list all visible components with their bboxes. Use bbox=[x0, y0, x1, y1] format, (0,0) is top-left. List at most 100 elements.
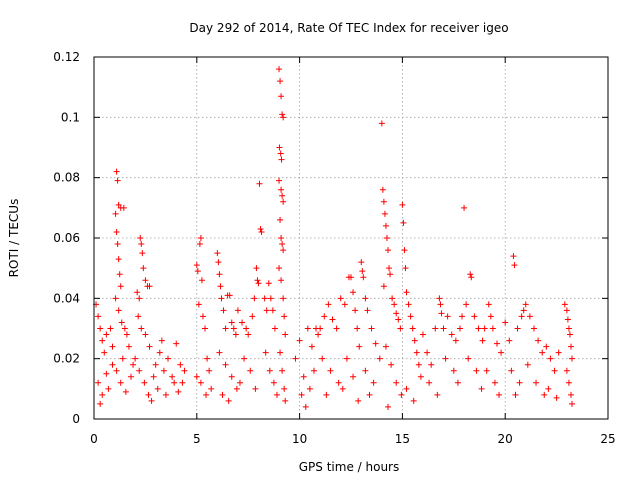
data-point bbox=[511, 262, 518, 269]
x-tick-label: 5 bbox=[193, 432, 201, 446]
data-point bbox=[278, 186, 285, 193]
data-point bbox=[454, 379, 461, 386]
data-point bbox=[362, 367, 369, 374]
data-point bbox=[306, 385, 313, 392]
data-point bbox=[253, 265, 260, 272]
data-point bbox=[567, 391, 574, 398]
data-point bbox=[388, 361, 395, 368]
data-point bbox=[395, 316, 402, 323]
data-point bbox=[471, 313, 478, 320]
data-point bbox=[350, 289, 357, 296]
data-point bbox=[278, 277, 285, 284]
data-point bbox=[512, 391, 519, 398]
data-point bbox=[136, 295, 143, 302]
data-point bbox=[236, 379, 243, 386]
data-point bbox=[364, 307, 371, 314]
data-point bbox=[448, 331, 455, 338]
data-point bbox=[317, 325, 324, 332]
data-point bbox=[281, 385, 288, 392]
data-point bbox=[489, 325, 496, 332]
data-point bbox=[280, 247, 287, 254]
data-point bbox=[241, 355, 248, 362]
data-point bbox=[208, 385, 215, 392]
data-point bbox=[107, 325, 114, 332]
data-point bbox=[196, 241, 203, 248]
data-point bbox=[359, 268, 366, 275]
data-point bbox=[333, 325, 340, 332]
data-point bbox=[270, 379, 277, 386]
data-point bbox=[473, 367, 480, 374]
data-point bbox=[341, 301, 348, 308]
data-point bbox=[304, 325, 311, 332]
data-point bbox=[386, 265, 393, 272]
data-point bbox=[300, 373, 307, 380]
data-point bbox=[203, 391, 210, 398]
data-point bbox=[481, 325, 488, 332]
data-point bbox=[279, 111, 286, 118]
data-point bbox=[249, 313, 256, 320]
data-point bbox=[393, 310, 400, 317]
data-point bbox=[230, 325, 237, 332]
data-point bbox=[356, 343, 363, 350]
data-point bbox=[526, 313, 533, 320]
data-point bbox=[463, 301, 470, 308]
data-point bbox=[132, 355, 139, 362]
data-point bbox=[140, 265, 147, 272]
data-point bbox=[277, 78, 284, 85]
data-point bbox=[114, 177, 121, 184]
data-point bbox=[99, 391, 106, 398]
data-point bbox=[154, 385, 161, 392]
data-point bbox=[551, 367, 558, 374]
data-point bbox=[380, 198, 387, 205]
data-point bbox=[323, 391, 330, 398]
x-tick-label: 25 bbox=[600, 432, 615, 446]
data-point bbox=[567, 343, 574, 350]
data-point bbox=[109, 343, 116, 350]
data-point bbox=[113, 168, 120, 175]
data-point bbox=[428, 361, 435, 368]
data-point bbox=[543, 343, 550, 350]
data-point bbox=[350, 373, 357, 380]
data-point bbox=[382, 222, 389, 229]
data-point bbox=[400, 219, 407, 226]
data-point bbox=[279, 241, 286, 248]
data-point bbox=[156, 349, 163, 356]
data-point bbox=[381, 210, 388, 217]
data-point bbox=[122, 388, 129, 395]
data-point bbox=[343, 355, 350, 362]
x-tick-label: 15 bbox=[395, 432, 410, 446]
data-point bbox=[518, 313, 525, 320]
data-point bbox=[442, 355, 449, 362]
data-point bbox=[233, 385, 240, 392]
data-point bbox=[243, 325, 250, 332]
data-point bbox=[410, 397, 417, 404]
data-point bbox=[565, 379, 572, 386]
data-point bbox=[222, 361, 229, 368]
data-point bbox=[197, 235, 204, 241]
data-point bbox=[319, 355, 326, 362]
data-point bbox=[146, 283, 153, 290]
data-point bbox=[146, 343, 153, 350]
data-point bbox=[280, 198, 287, 205]
data-point bbox=[282, 331, 289, 338]
data-point bbox=[419, 331, 426, 338]
data-point bbox=[280, 295, 287, 302]
data-point bbox=[459, 313, 466, 320]
data-point bbox=[138, 325, 145, 332]
data-point bbox=[218, 295, 225, 302]
y-tick-label: 0.02 bbox=[53, 352, 80, 366]
data-point bbox=[281, 313, 288, 320]
data-point bbox=[339, 385, 346, 392]
data-point bbox=[215, 259, 222, 266]
data-point bbox=[479, 337, 486, 344]
data-point bbox=[115, 307, 122, 314]
data-point bbox=[99, 337, 106, 344]
data-point bbox=[251, 295, 258, 302]
data-point bbox=[115, 201, 122, 208]
data-point bbox=[516, 379, 523, 386]
data-point bbox=[382, 343, 389, 350]
data-point bbox=[276, 66, 283, 73]
data-point bbox=[385, 403, 392, 410]
data-point bbox=[135, 313, 142, 320]
data-point bbox=[160, 367, 167, 374]
